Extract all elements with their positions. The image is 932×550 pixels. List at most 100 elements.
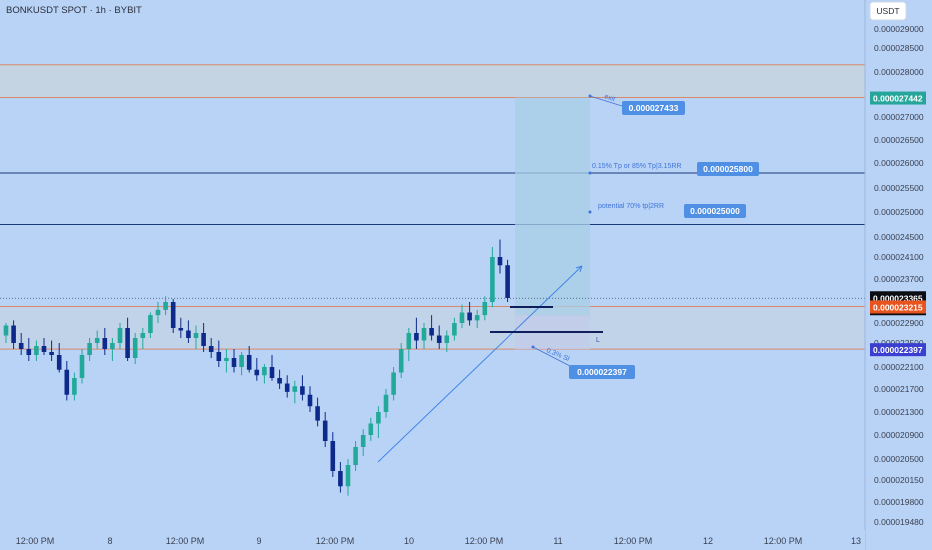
y-tick-label: 0.000022500 — [874, 338, 924, 348]
candle — [292, 380, 298, 404]
candle — [56, 343, 62, 373]
candle — [102, 328, 108, 355]
candle-body — [505, 265, 510, 298]
x-tick-label: 12:00 PM — [316, 536, 355, 546]
tp1-point — [588, 171, 592, 175]
candle — [224, 349, 229, 373]
candle — [94, 330, 100, 349]
candle — [368, 417, 374, 441]
candle — [132, 333, 138, 364]
currency-box — [869, 1, 907, 21]
candle-body — [338, 471, 343, 487]
y-tick-label: 0.000022900 — [874, 318, 924, 328]
candle-body — [459, 312, 465, 323]
candle-body — [474, 315, 480, 321]
candle-body — [262, 367, 267, 376]
candle-body — [284, 383, 290, 392]
y-tick-label: 0.000025000 — [874, 207, 924, 217]
orange-price-tag: 0.000023215 — [873, 302, 923, 312]
candle-body — [125, 328, 130, 358]
x-tick-label: 12:00 PM — [614, 536, 653, 546]
candle-body — [239, 355, 244, 367]
candle — [459, 304, 465, 328]
candle-body — [216, 352, 222, 361]
candle — [34, 340, 39, 361]
candle-body — [353, 447, 358, 465]
x-tick-label: 8 — [107, 536, 112, 546]
candle-body — [246, 355, 252, 370]
x-tick-label: 9 — [256, 536, 261, 546]
currency-label: USDT — [876, 6, 899, 16]
y-tick-label: 0.000026500 — [874, 135, 924, 145]
candle-body — [322, 420, 328, 441]
candle-body — [224, 358, 229, 361]
candle — [452, 317, 457, 341]
candle-body — [497, 257, 503, 266]
y-tick-label: 0.000024100 — [874, 252, 924, 262]
candle-body — [330, 441, 336, 471]
candle-body — [72, 378, 77, 395]
stop-price-tag: 0.000022397 — [873, 345, 923, 355]
candle — [170, 299, 176, 333]
sl-leader — [532, 346, 571, 367]
candle-body — [148, 315, 153, 333]
candle — [353, 441, 358, 471]
candle-body — [444, 335, 450, 343]
sl-annotation: 0.3% Sl — [545, 347, 570, 363]
candle-body — [269, 367, 275, 378]
candle-body — [102, 338, 108, 349]
candle — [277, 369, 282, 389]
entry-label: L — [596, 337, 600, 344]
candle — [284, 375, 290, 398]
candle-body — [383, 394, 389, 412]
candle — [110, 338, 115, 361]
candle-body — [11, 325, 16, 343]
exit-price-tag: 0.000027442 — [873, 94, 923, 104]
candle — [421, 323, 427, 349]
candle-body — [277, 378, 282, 384]
candle-body — [360, 435, 366, 447]
sl-value-label-box — [569, 365, 635, 379]
candle-body — [132, 338, 138, 358]
x-tick-label: 13 — [851, 536, 861, 546]
candle-body — [490, 257, 495, 302]
candle — [148, 312, 153, 338]
candle — [64, 361, 70, 401]
candle-body — [254, 369, 260, 376]
candle-body — [208, 346, 214, 352]
candle — [201, 323, 206, 352]
candle — [178, 317, 184, 338]
candle-body — [64, 369, 70, 395]
candle-body — [391, 372, 396, 395]
candle-body — [315, 406, 320, 421]
orange-price-tag-box — [870, 300, 926, 314]
candle — [467, 302, 472, 326]
candle-body — [34, 346, 39, 355]
demand-zone — [0, 306, 865, 350]
candle-body — [201, 333, 206, 346]
candle — [429, 315, 434, 341]
candle — [186, 320, 191, 343]
candle — [155, 302, 161, 323]
candle — [376, 406, 381, 438]
candle — [497, 239, 503, 274]
candle-body — [467, 312, 472, 321]
candle-body — [193, 333, 199, 338]
candle-body — [421, 328, 427, 341]
candle — [262, 364, 267, 384]
candle-body — [345, 465, 351, 487]
candle — [216, 340, 222, 367]
candle-body — [482, 302, 488, 316]
candle-body — [87, 343, 92, 355]
exit-annotation: exit — [603, 93, 616, 103]
exit-value-label: 0.000027433 — [629, 103, 679, 113]
current-price-tag: 0.000023365 — [873, 293, 923, 303]
candle-body — [155, 309, 161, 316]
candle — [414, 317, 419, 349]
y-tick-label: 0.000020900 — [874, 430, 924, 440]
candle — [436, 325, 442, 349]
x-tick-label: 11 — [553, 536, 562, 546]
x-tick-label: 10 — [404, 536, 414, 546]
